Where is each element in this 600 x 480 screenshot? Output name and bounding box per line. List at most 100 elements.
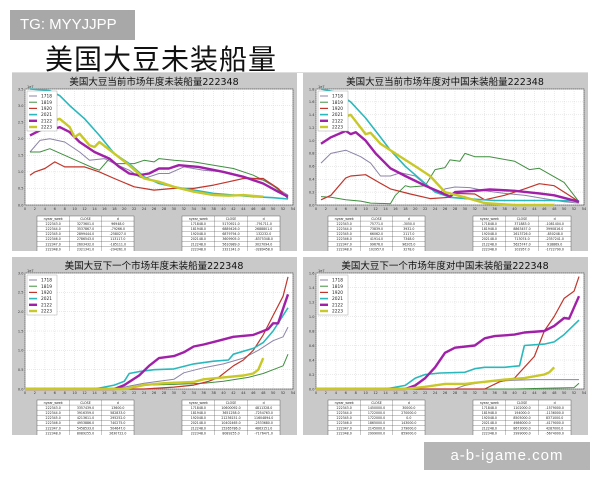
- x-tick-label: 12: [373, 391, 377, 395]
- series-line-2122: [316, 295, 581, 391]
- table-cell: 212248.0: [191, 426, 206, 430]
- x-tick-label: 38: [211, 207, 215, 211]
- plot-area: [315, 88, 585, 206]
- table-header: d: [408, 401, 410, 405]
- x-tick-label: 12: [82, 207, 86, 211]
- table-cell: 75771.0: [370, 222, 383, 226]
- table-cell: 192048.0: [482, 416, 497, 420]
- series-line-1819: [30, 148, 289, 199]
- y-tick-label: 0.4: [309, 358, 315, 362]
- x-tick-label: 34: [483, 391, 488, 395]
- table-cell: 212248.0: [482, 242, 497, 246]
- x-tick-label: 46: [542, 207, 546, 211]
- table-cell: -1579000.0: [545, 406, 563, 410]
- x-tick-label: 36: [492, 207, 496, 211]
- table-cell: 181948.0: [482, 227, 497, 231]
- table-cell: 2603432.0: [77, 242, 94, 246]
- x-tick-label: 28: [453, 391, 457, 395]
- table-cell: 222348.0: [337, 431, 352, 435]
- table-cell: -3050.0: [403, 222, 415, 226]
- table-header: nyear_week: [44, 401, 63, 405]
- table-cell: 202148.0: [191, 421, 206, 425]
- table-cell: -294261.0: [110, 247, 126, 251]
- x-tick-label: 40: [221, 207, 225, 211]
- table-cell: 194000.0: [514, 411, 529, 415]
- x-tick-label: 0: [24, 391, 26, 395]
- x-tick-label: 26: [443, 391, 447, 395]
- table-cell: 222345.0: [337, 232, 352, 236]
- x-tick-label: 50: [562, 207, 566, 211]
- x-tick-label: 44: [241, 207, 246, 211]
- table-cell: 222344.0: [46, 227, 61, 231]
- y-tick-label: 1.0: [18, 349, 24, 353]
- x-tick-label: 2: [34, 391, 36, 395]
- table-cell: 740275.0: [110, 421, 125, 425]
- x-tick-label: 20: [122, 391, 126, 395]
- table-cell: 8089255.0: [77, 431, 94, 435]
- x-tick-label: 52: [281, 391, 285, 395]
- table-cell: 2630722.0: [109, 431, 126, 435]
- x-tick-label: 22: [423, 207, 427, 211]
- table-cell: 212248.0: [482, 426, 497, 430]
- table-cell: -3289458.0: [254, 247, 272, 251]
- x-tick-label: 14: [92, 391, 97, 395]
- table-header: nyear_week: [189, 401, 208, 405]
- legend-label: 2021: [332, 112, 343, 118]
- x-tick-label: 4: [335, 391, 338, 395]
- y-tick-label: 1.4: [309, 286, 315, 290]
- table-cell: 15265786.0: [221, 426, 240, 430]
- table-cell: 222343.0: [46, 406, 61, 410]
- legend-label: 1718: [41, 278, 52, 284]
- series-line-1920: [316, 276, 580, 390]
- x-tick-label: 8: [64, 207, 66, 211]
- table-cell: 2786543.0: [77, 237, 94, 241]
- x-tick-label: 8: [64, 391, 66, 395]
- series-line-1920: [25, 276, 289, 390]
- table-header: CLOSE: [517, 401, 527, 405]
- table-cell: 222348.0: [46, 431, 61, 435]
- table-cell: 222348.0: [337, 247, 352, 251]
- table-cell: 11604894.0: [254, 416, 273, 420]
- x-tick-label: 36: [492, 391, 496, 395]
- table-cell: 222348.0: [191, 431, 206, 435]
- chart-panel-current-year-china: 美国大豆当前市场年度对中国未装船量222348 0 2 4 6 8 10 12 14 16 18 20…: [303, 73, 588, 251]
- data-table: [327, 215, 426, 251]
- table-cell: 5610989.0: [222, 242, 239, 246]
- table-cell: 222343.0: [337, 222, 352, 226]
- x-tick-label: 24: [433, 207, 438, 211]
- table-cell: 2321341.0: [222, 247, 239, 251]
- x-tick-label: 0: [24, 207, 26, 211]
- table-cell: 202148.0: [482, 421, 497, 425]
- table-cell: 222346.0: [337, 421, 352, 425]
- y-tick-label: 1.2: [309, 126, 315, 130]
- x-tick-label: 6: [54, 207, 56, 211]
- y-tick-label: 0.0: [18, 203, 24, 207]
- table-cell: 96948.0: [111, 222, 124, 226]
- x-tick-label: 6: [345, 207, 347, 211]
- table-header: CLOSE: [517, 217, 527, 221]
- y-tick-label: 1.0: [309, 315, 315, 319]
- x-tick-label: 32: [182, 207, 186, 211]
- table-cell: 2999000.0: [513, 431, 530, 435]
- series-line-2021: [316, 319, 580, 390]
- x-tick-label: 42: [231, 207, 235, 211]
- x-tick-label: 22: [132, 391, 136, 395]
- y-tick-label: 1.8: [309, 87, 315, 91]
- table-cell: -7254763.0: [254, 411, 272, 415]
- x-tick-label: 20: [122, 207, 126, 211]
- series-line-2021: [320, 88, 580, 202]
- table-cell: 2688801.0: [255, 227, 272, 231]
- table-cell: -258027.0: [110, 232, 126, 236]
- table-cell: 4811328.0: [255, 406, 272, 410]
- x-tick-label: 16: [102, 391, 106, 395]
- x-tick-label: 32: [182, 391, 186, 395]
- table-header: d: [554, 217, 556, 221]
- x-tick-label: 54: [582, 391, 587, 395]
- table-cell: 202148.0: [482, 237, 497, 241]
- x-tick-label: 32: [473, 207, 477, 211]
- table-cell: 113117.0: [110, 237, 125, 241]
- table-cell: 102957.0: [369, 247, 384, 251]
- x-tick-label: 20: [413, 391, 417, 395]
- x-tick-label: 34: [192, 207, 197, 211]
- x-tick-label: 30: [463, 391, 467, 395]
